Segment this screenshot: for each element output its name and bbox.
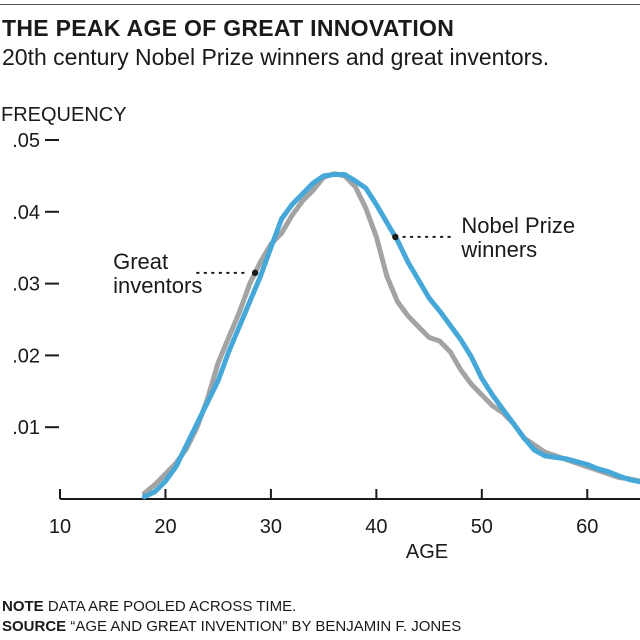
source-text: “AGE AND GREAT INVENTION” BY BENJAMIN F.… <box>66 618 462 635</box>
chart-subtitle: 20th century Nobel Prize winners and gre… <box>2 44 550 70</box>
x-tick-label: 50 <box>471 516 493 538</box>
x-tick-label: 20 <box>154 516 176 538</box>
y-axis-label: FREQUENCY <box>1 104 127 126</box>
annotation-great-inventors-label: inventors <box>113 273 202 298</box>
x-tick-label: 60 <box>576 516 598 538</box>
x-axis-label: AGE <box>406 541 448 563</box>
chart-title: THE PEAK AGE OF GREAT INNOVATION <box>2 15 455 41</box>
y-tick-label: .04 <box>12 202 40 224</box>
x-tick-label: 30 <box>260 516 282 538</box>
annotation-nobel-prize-winners-label: Nobel Prize <box>461 213 575 238</box>
annotation-great-inventors-dot <box>251 269 259 277</box>
x-tick-label: 10 <box>49 516 71 538</box>
y-tick-label: .02 <box>12 345 40 367</box>
note-text: DATA ARE POOLED ACROSS TIME. <box>43 598 297 615</box>
annotation-nobel-prize-winners-dot <box>392 233 399 241</box>
top-rule <box>0 4 640 5</box>
x-axis: 10 20 30 40 50 60 <box>49 489 640 538</box>
series-line-nobel-prize-winners <box>141 172 640 500</box>
annotation-nobel-prize-winners-label: winners <box>460 237 537 262</box>
source-label: SOURCE <box>2 618 67 635</box>
annotation-great-inventors-label: Great <box>113 249 168 274</box>
footnote-note: NOTE DATA ARE POOLED ACROSS TIME. <box>2 598 296 615</box>
footnote-source: SOURCE “AGE AND GREAT INVENTION” BY BENJ… <box>2 618 461 635</box>
y-tick-label: .03 <box>12 274 40 296</box>
note-label: NOTE <box>2 598 44 615</box>
y-tick-label: .01 <box>12 417 40 439</box>
y-axis: .01 .02 .03 .04 .05 <box>12 130 59 439</box>
series-layer <box>141 171 640 500</box>
x-tick-label: 40 <box>365 516 387 538</box>
y-tick-label: .05 <box>12 130 40 152</box>
